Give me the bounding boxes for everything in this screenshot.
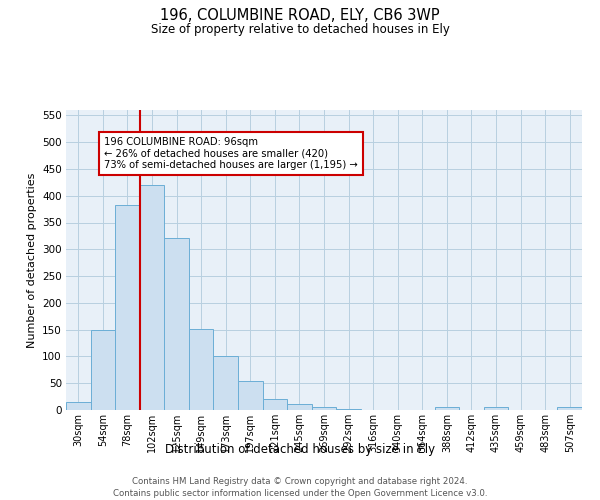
Bar (115, 205, 140, 410)
Text: 196, COLUMBINE ROAD, ELY, CB6 3WP: 196, COLUMBINE ROAD, ELY, CB6 3WP (160, 8, 440, 22)
Bar (557, 408, 582, 410)
Text: Distribution of detached houses by size in Ely: Distribution of detached houses by size … (165, 442, 435, 456)
Bar (189, 328, 214, 410)
Bar (434, 408, 459, 410)
Text: Contains public sector information licensed under the Open Government Licence v3: Contains public sector information licen… (113, 489, 487, 498)
Bar (140, 185, 164, 410)
Bar (214, 356, 238, 410)
Bar (263, 400, 287, 410)
Bar (484, 408, 508, 410)
Y-axis label: Number of detached properties: Number of detached properties (26, 172, 37, 348)
Text: Contains HM Land Registry data © Crown copyright and database right 2024.: Contains HM Land Registry data © Crown c… (132, 478, 468, 486)
Bar (91, 330, 115, 410)
Text: 196 COLUMBINE ROAD: 96sqm
← 26% of detached houses are smaller (420)
73% of semi: 196 COLUMBINE ROAD: 96sqm ← 26% of detac… (104, 137, 358, 170)
Bar (238, 380, 263, 410)
Bar (164, 238, 189, 410)
Bar (66, 402, 91, 410)
Text: Size of property relative to detached houses in Ely: Size of property relative to detached ho… (151, 22, 449, 36)
Bar (336, 409, 361, 410)
Bar (312, 408, 336, 410)
Bar (287, 404, 312, 410)
